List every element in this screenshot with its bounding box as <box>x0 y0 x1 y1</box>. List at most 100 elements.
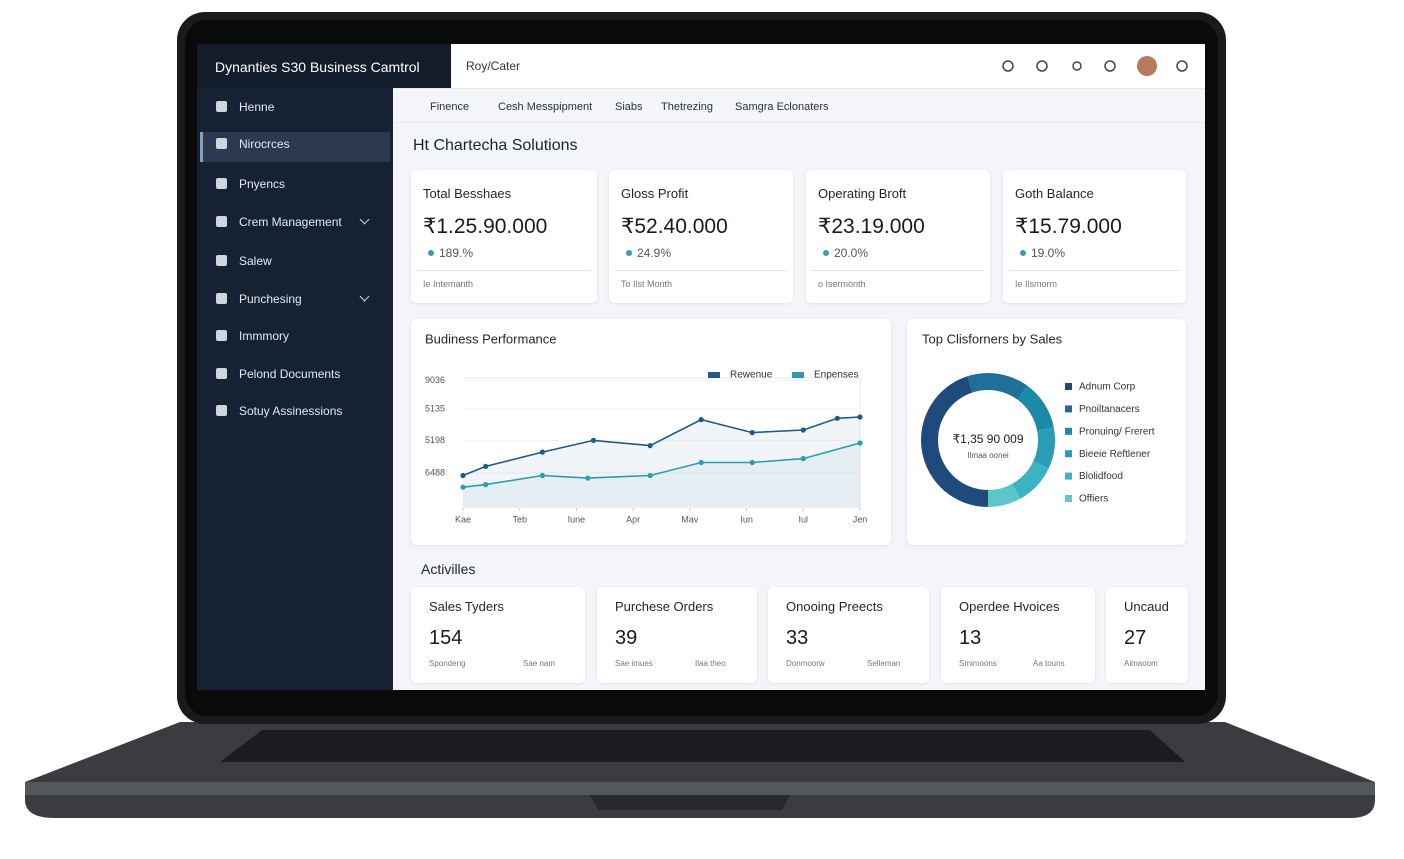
brand-bar <box>197 44 451 88</box>
chart-title: Top Clisforners by Sales <box>922 331 1063 346</box>
activity-note: Aa touns <box>1033 659 1065 668</box>
sidebar-item[interactable]: Pnyencs <box>239 177 286 191</box>
legend-swatch <box>1065 427 1072 435</box>
activity-note: Selleman <box>867 659 901 668</box>
activity-card <box>597 587 757 683</box>
donut-center-value: ₹1,35 90 009 <box>952 432 1023 446</box>
icon[interactable] <box>1036 60 1048 72</box>
icon[interactable] <box>1104 60 1116 72</box>
kpi-title: Goth Balance <box>1015 186 1094 201</box>
y-tick-label: 5198 <box>425 435 445 445</box>
legend-swatch <box>1065 472 1072 480</box>
activity-note: Donmoorw <box>786 659 825 668</box>
series-line <box>462 416 861 477</box>
tab[interactable]: Siabs <box>615 101 643 113</box>
tab[interactable]: Finence <box>430 101 470 113</box>
sidebar-item[interactable]: Punchesing <box>239 292 302 306</box>
y-tick-label: 9036 <box>425 375 445 385</box>
x-tick-label: Iul <box>799 514 809 524</box>
activity-value: 27 <box>1124 627 1147 649</box>
point <box>749 459 755 466</box>
activity-title: Purchese Orders <box>615 599 714 614</box>
notch <box>590 795 790 810</box>
point <box>698 459 704 466</box>
sidebar-item[interactable]: Pelond Documents <box>239 367 341 381</box>
legend-label: Offiers <box>1079 494 1108 505</box>
legend-label: Bieeie Reftlener <box>1079 449 1151 460</box>
point <box>647 443 653 449</box>
sidebar-item[interactable]: Salew <box>239 254 272 268</box>
sidebar-item[interactable]: Henne <box>239 100 275 114</box>
x-tick-label: Kae <box>455 514 471 524</box>
kpi-change: 24.9% <box>637 246 672 260</box>
x-tick-label: Mav <box>681 514 699 524</box>
sidebar-icon <box>216 293 227 304</box>
activity-note: Aimaoom <box>1124 659 1158 668</box>
tab[interactable]: Cesh Messpipment <box>498 101 593 113</box>
donut-segment <box>988 483 1021 507</box>
sidebar-icon <box>216 101 227 112</box>
keyboard <box>220 730 1185 762</box>
activity-title: Uncaud <box>1124 599 1169 614</box>
y-tick-label: 5135 <box>425 404 445 414</box>
donut-segment <box>1017 385 1054 431</box>
kpi-divider <box>615 270 787 271</box>
kpi-change: 189.% <box>439 246 474 260</box>
sidebar-icon <box>216 405 227 416</box>
icon[interactable] <box>1176 60 1188 72</box>
point <box>483 463 489 469</box>
legend-label: Pnoiltanacers <box>1079 404 1140 415</box>
kpi-note: To Ilst Month <box>621 279 673 289</box>
kpi-note: Ie Intemanth <box>423 279 474 289</box>
x-tick-label: Apr <box>626 514 640 524</box>
legend-swatch <box>1065 405 1072 413</box>
sidebar-icon <box>216 330 227 341</box>
activity-card <box>411 587 585 683</box>
activity-note: Sae nam <box>523 659 556 668</box>
point <box>857 440 863 446</box>
point <box>749 430 755 436</box>
sidebar-icon <box>216 368 227 379</box>
kpi-note: Ie Ilsmorm <box>1015 279 1058 289</box>
kpi-dot <box>626 250 632 256</box>
kpi-value: ₹23.19.000 <box>818 215 925 238</box>
legend-label: Adnum Corp <box>1079 382 1136 393</box>
activity-note: Sae imues <box>615 659 653 668</box>
activity-title: Operdee Hvoices <box>959 599 1060 614</box>
point <box>800 456 806 462</box>
kpi-divider <box>1009 270 1180 271</box>
point <box>460 472 466 479</box>
activity-note: Ilaa theo <box>695 659 726 668</box>
activity-note: Smimoons <box>959 659 997 668</box>
tab[interactable]: Thetrezing <box>661 101 713 113</box>
sidebar-icon <box>216 216 227 227</box>
point <box>539 472 546 479</box>
sidebar-item[interactable]: Sotuy Assinessions <box>239 404 343 418</box>
legend-swatch <box>792 372 804 378</box>
icon[interactable] <box>1072 61 1082 71</box>
icon[interactable] <box>1002 60 1014 72</box>
sidebar-active <box>200 132 390 162</box>
legend-label: Blolidfood <box>1079 471 1123 482</box>
sidebar-item[interactable]: Crem Management <box>239 215 342 229</box>
activities-title: Activilles <box>421 561 476 577</box>
legend-swatch <box>708 372 720 378</box>
point <box>539 449 546 455</box>
legend-swatch <box>1065 450 1072 458</box>
avatar[interactable] <box>1137 56 1157 76</box>
activity-title: Onooing Preects <box>786 599 883 614</box>
kpi-dot <box>823 250 829 256</box>
point <box>698 417 704 423</box>
chart-title: Budiness Performance <box>425 331 557 346</box>
kpi-divider <box>417 270 591 271</box>
tab[interactable]: Samgra Eclonaters <box>735 101 829 113</box>
kpi-value: ₹52.40.000 <box>621 215 728 238</box>
sidebar-item[interactable]: Nirocrces <box>239 137 290 151</box>
company[interactable]: Roy/Cater <box>466 59 521 73</box>
page-title: Ht Chartecha Solutions <box>413 137 578 154</box>
kpi-divider <box>812 270 984 271</box>
sidebar-item[interactable]: Immmory <box>239 329 289 343</box>
app-title: Dynanties S30 Business Camtrol <box>215 59 420 75</box>
activity-value: 39 <box>615 627 638 649</box>
